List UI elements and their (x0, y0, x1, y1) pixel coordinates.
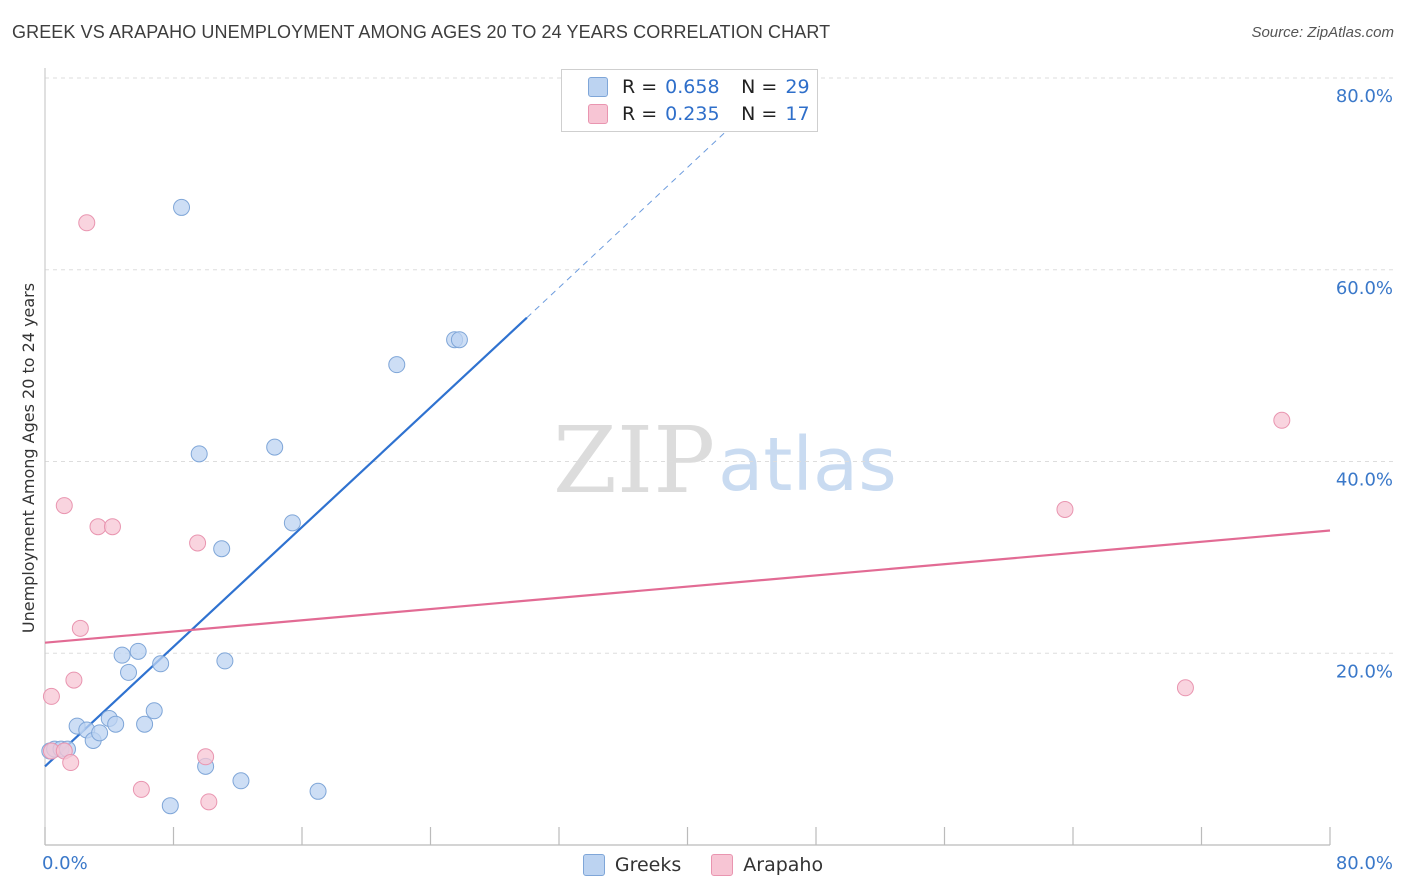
y-tick-label: 80.0% (1336, 86, 1393, 107)
greeks-r-value: 0.658 (665, 76, 720, 98)
legend-row-arapaho: R = 0.235 N = 17 (588, 101, 810, 127)
arapaho-n-value: 17 (785, 103, 810, 125)
arapaho-point (65, 671, 83, 689)
greeks-n-value: 29 (785, 76, 810, 98)
arapaho-swatch (588, 104, 608, 124)
arapaho-point (189, 534, 207, 552)
gridlines (45, 77, 1395, 654)
x-tick-label-max: 80.0% (1336, 853, 1393, 874)
watermark-zip: ZIP (553, 407, 715, 514)
greeks-point (113, 646, 131, 664)
greeks-point (216, 652, 234, 670)
arapaho-point (1176, 679, 1194, 697)
y-tick-label: 40.0% (1336, 470, 1393, 491)
y-tick-label: 20.0% (1336, 661, 1393, 682)
arapaho-point (42, 687, 60, 705)
y-axis-label: Unemployment Among Ages 20 to 24 years (19, 283, 38, 633)
source-credit: Source: ZipAtlas.com (1251, 24, 1394, 41)
chart-title: GREEK VS ARAPAHO UNEMPLOYMENT AMONG AGES… (12, 22, 831, 42)
series-legend: Greeks Arapaho (0, 851, 1406, 879)
greeks-point (145, 702, 163, 720)
legend-row-greeks: R = 0.658 N = 29 (588, 74, 810, 100)
greeks-point (213, 540, 231, 558)
arapaho-point (78, 214, 96, 232)
greeks-swatch (588, 77, 608, 97)
legend-r-label: R = (622, 76, 658, 98)
legend-r-label: R = (622, 103, 658, 125)
arapaho-point (62, 754, 80, 772)
greeks-legend-label: Greeks (614, 854, 682, 876)
legend-n-label: N = (741, 103, 778, 125)
greeks-point (136, 715, 154, 733)
arapaho-point (1056, 500, 1074, 518)
arapaho-point (55, 497, 73, 515)
x-tick-label-min: 0.0% (42, 853, 88, 874)
greeks-trend-line (44, 316, 528, 768)
greeks-point (283, 514, 301, 532)
arapaho-point (89, 518, 107, 536)
greeks-trend-extension (526, 115, 743, 319)
axes (44, 68, 1331, 846)
greeks-point (129, 642, 147, 660)
arapaho-r-value: 0.235 (665, 103, 720, 125)
greeks-point (91, 724, 109, 742)
arapaho-point (200, 793, 218, 811)
arapaho-point (197, 748, 215, 766)
greeks-point (309, 782, 327, 800)
arapaho-point (1273, 411, 1291, 429)
legend-item-greeks: Greeks (582, 854, 682, 876)
greeks-point (161, 797, 179, 815)
trend-lines (44, 115, 1331, 768)
greeks-point (107, 715, 125, 733)
greeks-point (120, 663, 138, 681)
greeks-point (450, 331, 468, 349)
greeks-point (232, 772, 250, 790)
arapaho-point (103, 518, 121, 536)
arapaho-trend-line (44, 529, 1331, 644)
legend-item-arapaho: Arapaho (711, 854, 823, 876)
greeks-point (190, 445, 208, 463)
watermark-atlas: atlas (718, 422, 897, 508)
arapaho-legend-label: Arapaho (743, 854, 824, 876)
arapaho-point (71, 619, 89, 637)
y-tick-label: 60.0% (1336, 278, 1393, 299)
correlation-legend: R = 0.658 N = 29 R = 0.235 N = 17 (561, 69, 818, 132)
greeks-point (388, 356, 406, 374)
arapaho-legend-swatch (711, 854, 734, 876)
greeks-point (152, 655, 170, 673)
tick-labels: 20.0% 40.0% 60.0% 80.0% 0.0% 80.0% (42, 86, 1393, 874)
arapaho-point (132, 780, 150, 798)
greeks-point (173, 198, 191, 216)
data-points (41, 198, 1291, 815)
legend-n-label: N = (741, 76, 778, 98)
greeks-legend-swatch (582, 854, 605, 876)
greeks-point (266, 438, 284, 456)
